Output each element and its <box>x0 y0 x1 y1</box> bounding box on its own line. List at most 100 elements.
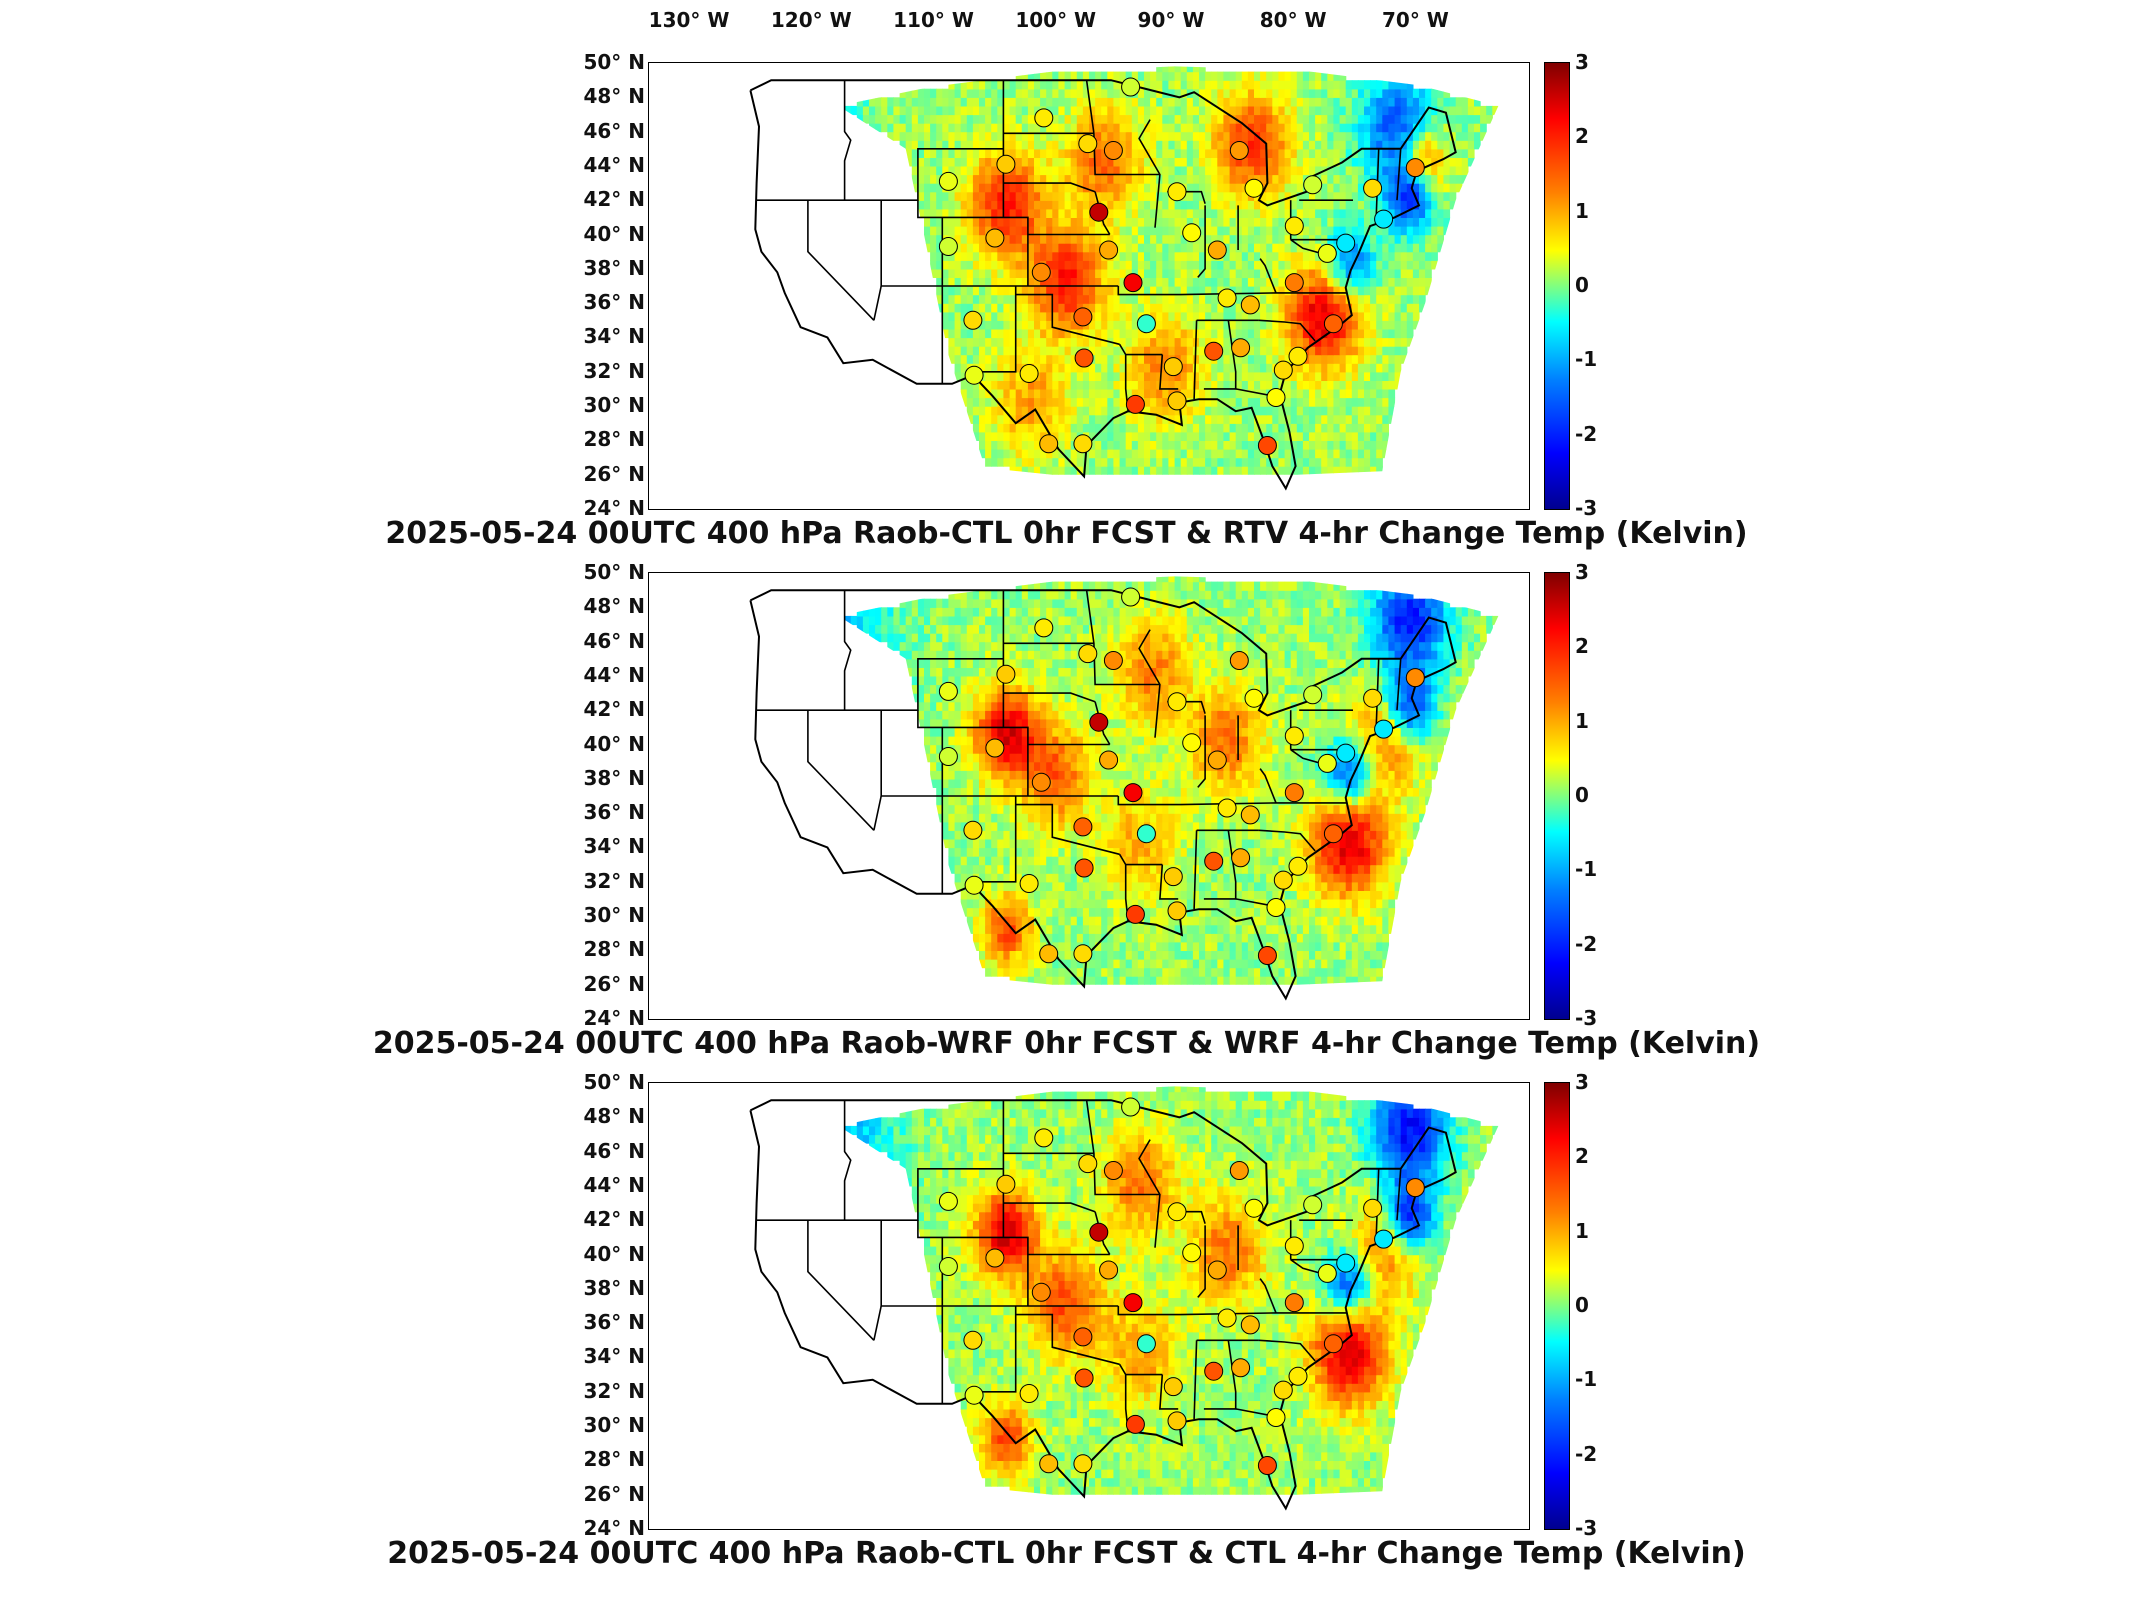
raob-station-marker <box>1288 856 1308 876</box>
state-boundary <box>971 1306 1017 1393</box>
raob-station-marker <box>1207 750 1227 770</box>
latitude-label: 32° N <box>583 1378 645 1403</box>
latitude-label: 36° N <box>583 290 645 315</box>
state-boundary <box>807 1220 875 1341</box>
latitude-label: 46° N <box>583 118 645 143</box>
latitude-label: 48° N <box>583 594 645 619</box>
colorbar-tick-label: 0 <box>1575 1293 1589 1317</box>
raob-station-marker <box>964 875 984 895</box>
raob-station-marker <box>1405 1178 1425 1198</box>
state-boundary <box>971 796 1017 883</box>
latitude-label: 28° N <box>583 427 645 452</box>
colorbar-tick-label: 2 <box>1575 1144 1589 1169</box>
latitude-label: 34° N <box>583 324 645 349</box>
state-boundary <box>1085 1100 1160 1196</box>
raob-station-marker <box>1284 726 1304 746</box>
colorbar-tick-label: -1 <box>1575 857 1598 882</box>
raob-station-marker <box>1073 944 1093 964</box>
raob-station-marker <box>1323 314 1343 334</box>
latitude-label: 28° N <box>583 937 645 962</box>
latitude-label: 26° N <box>583 971 645 996</box>
latitude-label: 38° N <box>583 255 645 280</box>
colorbar-tick-label: 2 <box>1575 124 1589 149</box>
state-boundary <box>843 80 852 201</box>
state-boundary <box>1138 629 1161 738</box>
raob-station-marker <box>1207 240 1227 260</box>
state-boundary <box>1085 590 1160 686</box>
raob-station-marker <box>1031 772 1051 792</box>
raob-station-marker <box>1231 848 1251 868</box>
raob-station-marker <box>1336 1253 1356 1273</box>
latitude-label: 38° N <box>583 1275 645 1300</box>
raob-station-marker <box>1303 175 1323 195</box>
colorbar <box>1544 62 1570 510</box>
raob-station-marker <box>1136 314 1156 334</box>
raob-station-marker <box>1229 141 1249 160</box>
raob-station-marker <box>1125 904 1145 924</box>
raob-station-marker <box>1099 750 1119 770</box>
state-boundary <box>1193 830 1198 910</box>
raob-station-marker <box>1019 874 1039 893</box>
longitude-label: 100° W <box>1015 8 1097 32</box>
raob-station-marker <box>1363 688 1383 708</box>
colorbar-tick-label: -3 <box>1575 496 1598 520</box>
latitude-label: 48° N <box>583 84 645 109</box>
state-boundary <box>1396 148 1402 201</box>
raob-station-marker <box>1039 434 1059 454</box>
raob-station-marker <box>938 237 958 256</box>
latitude-label: 26° N <box>583 1481 645 1506</box>
raob-station-marker <box>1182 223 1202 243</box>
raob-station-marker <box>1204 1361 1224 1381</box>
colorbar-tick-label: -3 <box>1575 1006 1598 1030</box>
longitude-label: 110° W <box>893 8 974 32</box>
latitude-label: 44° N <box>583 1172 645 1197</box>
latitude-label: 50° N <box>583 50 645 74</box>
state-boundary <box>873 1305 882 1341</box>
raob-station-marker <box>1405 158 1425 178</box>
raob-station-marker <box>1167 1411 1187 1431</box>
state-boundary <box>1117 1306 1347 1316</box>
colorbar-tick-label: -2 <box>1575 421 1598 446</box>
raob-station-marker <box>1244 178 1264 198</box>
raob-station-marker <box>1103 1161 1123 1180</box>
raob-station-marker <box>1167 391 1187 411</box>
raob-station-marker <box>1240 295 1260 315</box>
state-boundary <box>1015 803 1120 856</box>
raob-station-marker <box>1019 364 1039 383</box>
latitude-label: 42° N <box>583 187 645 212</box>
state-boundary <box>756 658 1004 711</box>
latitude-label: 46° N <box>583 1138 645 1163</box>
raob-station-marker <box>1034 618 1054 638</box>
raob-station-marker <box>1284 273 1304 293</box>
state-boundary <box>756 148 1004 201</box>
raob-station-marker <box>1121 77 1141 97</box>
raob-station-marker <box>1031 1282 1051 1302</box>
panel-title: 2025-05-24 00UTC 400 hPa Raob-CTL 0hr FC… <box>387 1536 1746 1571</box>
map-frame <box>648 62 1530 510</box>
raob-station-marker <box>1182 733 1202 753</box>
raob-station-marker <box>1125 1414 1145 1434</box>
map-frame <box>648 1082 1530 1530</box>
temperature-change-field <box>844 576 1499 985</box>
state-boundary <box>1197 205 1206 278</box>
raob-station-marker <box>1089 1222 1109 1242</box>
latitude-label: 24° N <box>583 496 645 520</box>
latitude-label: 42° N <box>583 697 645 722</box>
state-boundary <box>843 1100 852 1221</box>
raob-station-marker <box>1284 1236 1304 1256</box>
raob-station-marker <box>1284 783 1304 803</box>
raob-station-marker <box>1240 1315 1260 1335</box>
raob-station-marker <box>1217 288 1237 308</box>
colorbar-tick-label: 3 <box>1575 1070 1589 1094</box>
state-boundary <box>807 200 875 321</box>
raob-station-marker <box>938 747 958 766</box>
latitude-label: 40° N <box>583 731 645 756</box>
state-boundary <box>1396 658 1402 711</box>
temperature-field-map <box>749 1086 1499 1511</box>
state-boundary <box>1159 354 1179 390</box>
latitude-label: 32° N <box>583 868 645 893</box>
raob-station-marker <box>1284 216 1304 236</box>
latitude-label: 34° N <box>583 834 645 859</box>
raob-station-marker <box>1073 307 1093 327</box>
state-boundary <box>917 1220 1110 1256</box>
